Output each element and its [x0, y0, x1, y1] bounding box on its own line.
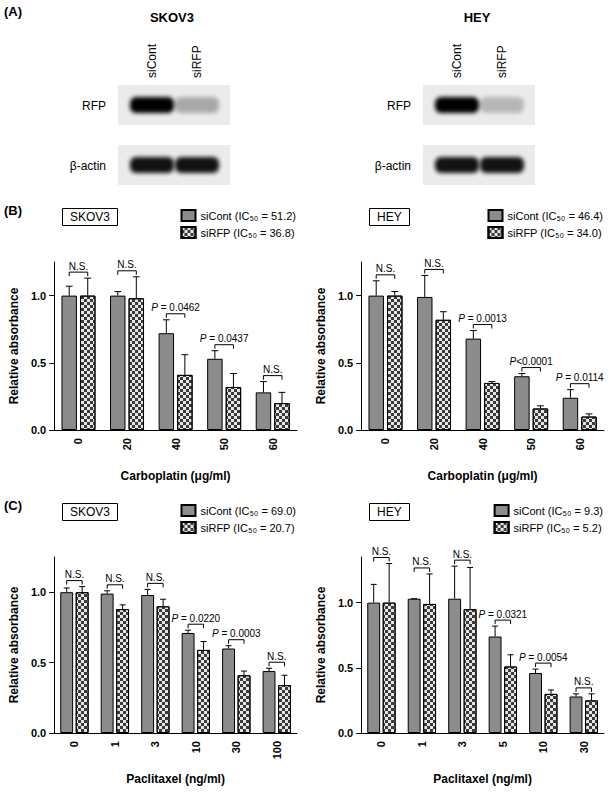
svg-text:50: 50	[525, 438, 537, 450]
svg-text:SKOV3: SKOV3	[70, 210, 110, 224]
svg-text:siCont (IC₅₀ = 9.3): siCont (IC₅₀ = 9.3)	[514, 505, 603, 517]
svg-text:Carboplatin (μg/ml): Carboplatin (μg/ml)	[428, 469, 538, 483]
svg-text:siRFP (IC₅₀ = 5.2): siRFP (IC₅₀ = 5.2)	[514, 522, 602, 534]
svg-text:= 0.0003: = 0.0003	[219, 628, 261, 639]
svg-text:1: 1	[109, 741, 121, 747]
svg-text:0.5: 0.5	[31, 357, 46, 369]
svg-text:SKOV3: SKOV3	[70, 505, 110, 519]
svg-text:Paclitaxel (ng/ml): Paclitaxel (ng/ml)	[126, 772, 225, 786]
svg-text:N.S.: N.S.	[146, 572, 165, 583]
svg-text:HEY: HEY	[377, 210, 402, 224]
svg-text:siCont: siCont	[145, 43, 159, 78]
svg-text:P: P	[478, 608, 486, 620]
svg-text:N.S.: N.S.	[267, 651, 286, 662]
svg-text:= 0.0321: = 0.0321	[485, 609, 527, 620]
svg-text:1.0: 1.0	[31, 586, 46, 598]
svg-text:0: 0	[375, 741, 387, 747]
svg-text:N.S.: N.S.	[424, 258, 443, 269]
svg-text:10: 10	[190, 741, 202, 753]
svg-text:0.0: 0.0	[31, 727, 46, 739]
svg-text:N.S.: N.S.	[65, 569, 84, 580]
svg-text:Carboplatin (μg/ml): Carboplatin (μg/ml)	[121, 469, 231, 483]
svg-text:Paclitaxel (ng/ml): Paclitaxel (ng/ml)	[433, 772, 532, 786]
svg-text:N.S.: N.S.	[263, 364, 282, 375]
svg-text:60: 60	[574, 438, 586, 450]
svg-text:P: P	[509, 356, 517, 368]
svg-text:0: 0	[379, 438, 391, 444]
svg-text:N.S.: N.S.	[453, 549, 472, 560]
svg-text:1.0: 1.0	[338, 597, 353, 609]
svg-text:0.5: 0.5	[31, 657, 46, 669]
svg-text:40: 40	[170, 438, 182, 450]
svg-text:(A): (A)	[4, 4, 22, 19]
svg-text:P: P	[151, 302, 158, 314]
svg-text:siCont: siCont	[450, 43, 464, 78]
svg-text:N.S.: N.S.	[574, 676, 593, 687]
svg-text:P: P	[199, 333, 207, 345]
svg-text:β-actin: β-actin	[70, 159, 106, 173]
svg-text:N.S.: N.S.	[372, 546, 391, 557]
svg-text:1.0: 1.0	[338, 290, 353, 302]
svg-text:= 0.0462: = 0.0462	[158, 302, 200, 313]
svg-text:0: 0	[68, 741, 80, 747]
svg-text:0: 0	[72, 438, 84, 444]
svg-text:5: 5	[497, 741, 509, 747]
svg-text:(C): (C)	[4, 498, 22, 513]
svg-text:40: 40	[477, 438, 489, 450]
svg-text:siCont (IC₅₀ = 46.4): siCont (IC₅₀ = 46.4)	[507, 210, 603, 222]
svg-text:3: 3	[149, 741, 161, 747]
svg-text:Relative absorbance: Relative absorbance	[7, 287, 21, 404]
svg-text:Relative absorbance: Relative absorbance	[314, 586, 328, 703]
svg-text:60: 60	[267, 438, 279, 450]
svg-text:N.S.: N.S.	[376, 263, 395, 274]
svg-text:100: 100	[271, 741, 283, 759]
svg-text:N.S.: N.S.	[105, 573, 124, 584]
svg-text:1: 1	[416, 741, 428, 747]
svg-text:siRFP: siRFP	[190, 45, 204, 78]
svg-text:N.S.: N.S.	[412, 556, 431, 567]
svg-text:siCont (IC₅₀ = 51.2): siCont (IC₅₀ = 51.2)	[200, 210, 296, 222]
svg-text:= 0.0220: = 0.0220	[178, 613, 220, 624]
svg-text:30: 30	[578, 741, 590, 753]
svg-text:30: 30	[230, 741, 242, 753]
svg-text:= 0.0013: = 0.0013	[465, 313, 507, 324]
svg-text:1.0: 1.0	[31, 290, 46, 302]
svg-text:N.S.: N.S.	[69, 261, 88, 272]
svg-text:siCont (IC₅₀ = 69.0): siCont (IC₅₀ = 69.0)	[200, 505, 296, 517]
svg-text:siRFP: siRFP	[495, 45, 509, 78]
svg-text:P: P	[212, 628, 219, 640]
svg-text:N.S.: N.S.	[117, 259, 136, 270]
svg-text:0.0: 0.0	[31, 424, 46, 436]
svg-text:siRFP (IC₅₀ = 34.0): siRFP (IC₅₀ = 34.0)	[507, 227, 601, 239]
svg-text:SKOV3: SKOV3	[150, 10, 194, 25]
svg-text:RFP: RFP	[82, 99, 106, 113]
svg-text:10: 10	[537, 741, 549, 753]
svg-text:HEY: HEY	[464, 10, 491, 25]
svg-text:0.5: 0.5	[338, 357, 353, 369]
svg-text:siRFP (IC₅₀ = 36.8): siRFP (IC₅₀ = 36.8)	[200, 227, 294, 239]
svg-text:= 0.0114: = 0.0114	[562, 372, 604, 383]
svg-text:β-actin: β-actin	[375, 159, 411, 173]
svg-text:= 0.0054: = 0.0054	[526, 652, 568, 663]
svg-text:20: 20	[121, 438, 133, 450]
svg-text:50: 50	[218, 438, 230, 450]
svg-text:0.0: 0.0	[338, 424, 353, 436]
svg-text:0.0: 0.0	[338, 727, 353, 739]
svg-text:3: 3	[456, 741, 468, 747]
svg-text:20: 20	[428, 438, 440, 450]
svg-text:<0.0001: <0.0001	[516, 356, 553, 367]
svg-text:P: P	[171, 612, 179, 624]
svg-text:Relative absorbance: Relative absorbance	[7, 586, 21, 703]
svg-text:RFP: RFP	[387, 99, 411, 113]
svg-text:Relative absorbance: Relative absorbance	[314, 287, 328, 404]
svg-text:siRFP (IC₅₀ = 20.7): siRFP (IC₅₀ = 20.7)	[200, 522, 294, 534]
svg-text:P: P	[458, 313, 465, 324]
svg-text:P: P	[519, 651, 526, 663]
svg-text:(B): (B)	[4, 203, 22, 218]
svg-text:P: P	[555, 372, 563, 384]
svg-text:HEY: HEY	[377, 505, 402, 519]
svg-text:= 0.0437: = 0.0437	[207, 333, 249, 344]
svg-text:0.5: 0.5	[338, 662, 353, 674]
